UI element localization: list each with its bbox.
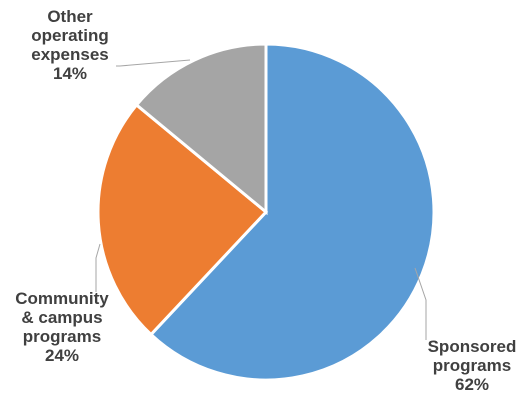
pie-slice-other-operating-expenses: [134, 42, 268, 216]
data-label-percent: 62%: [455, 375, 489, 394]
leader-lines: [95, 59, 427, 340]
data-label-line: programs: [433, 356, 511, 375]
pie-slice-community-campus-programs: [96, 102, 269, 337]
data-labels: Sponsored programs 62%Community & campus pro…: [15, 7, 516, 394]
leader-line: [116, 59, 191, 67]
data-label-line: Community: [15, 289, 109, 308]
data-label: Other operating expenses 14%: [31, 7, 109, 83]
pie-slice-sponsored-programs: [148, 42, 436, 382]
data-label-line: programs: [23, 327, 101, 346]
data-label: Sponsored programs 62%: [428, 337, 517, 394]
pie-slices: [96, 42, 436, 382]
data-label-line: Other: [47, 7, 93, 26]
data-label-percent: 14%: [53, 64, 87, 83]
leader-line: [95, 243, 101, 292]
data-label-line: operating: [31, 26, 108, 45]
data-label-line: & campus: [21, 308, 102, 327]
data-label-line: Sponsored: [428, 337, 517, 356]
data-label-line: expenses: [31, 45, 109, 64]
data-label-percent: 24%: [45, 346, 79, 365]
data-label: Community & campus programs 24%: [15, 289, 109, 365]
leader-line: [414, 267, 427, 340]
